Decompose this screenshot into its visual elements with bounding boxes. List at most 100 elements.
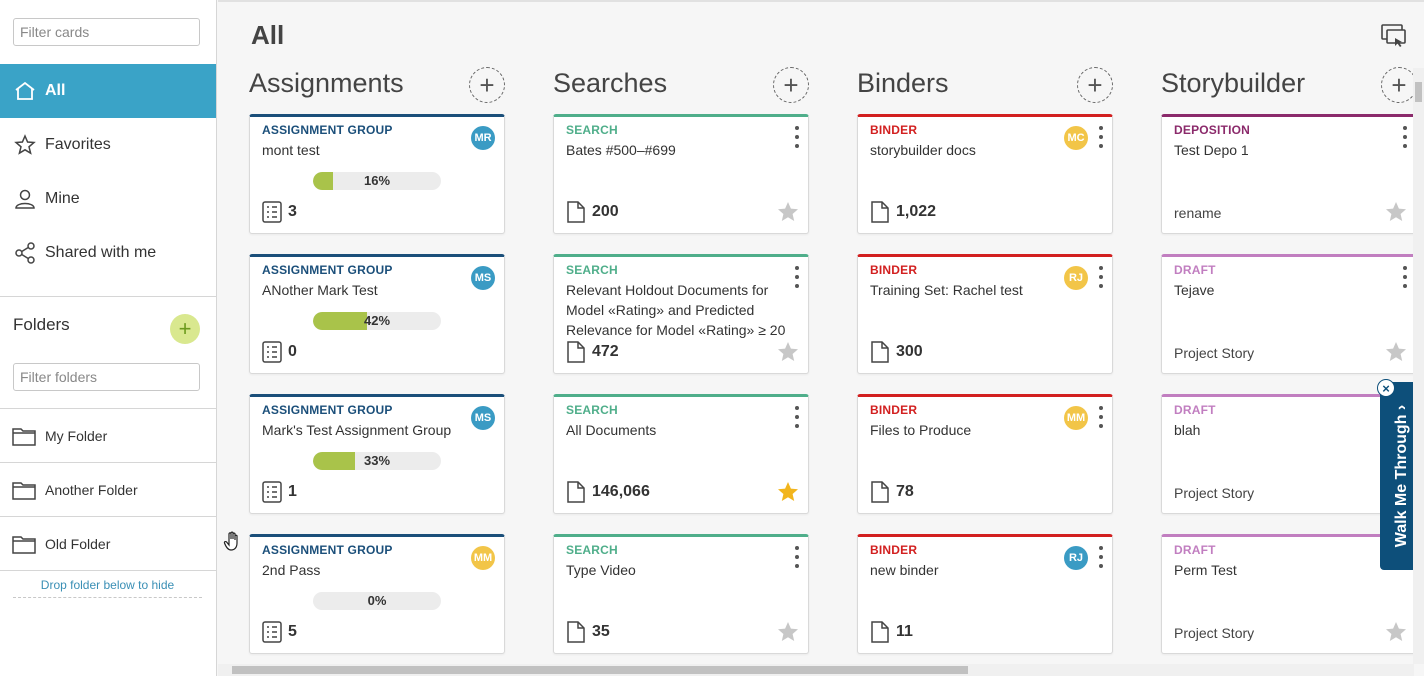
card-menu-button[interactable]: [1095, 404, 1107, 430]
card-name: All Documents: [566, 422, 657, 438]
favorite-star-icon[interactable]: [776, 340, 800, 364]
card-menu-button[interactable]: [1095, 544, 1107, 570]
count-row: 146,066: [566, 481, 650, 503]
document-icon: [567, 341, 585, 363]
folder-icon: [12, 536, 36, 554]
add-assignment-button[interactable]: +: [469, 67, 505, 103]
assignment-card[interactable]: ASSIGNMENT GROUP mont test MR 16% 3: [249, 114, 505, 234]
card-count: 300: [896, 343, 923, 360]
binder-card[interactable]: BINDER Files to Produce MM 78: [857, 394, 1113, 514]
card-menu-button[interactable]: [791, 124, 803, 150]
checklist-icon: [262, 201, 282, 223]
count-row: 35: [566, 621, 610, 643]
progress-fill: [313, 312, 367, 330]
add-folder-button[interactable]: +: [170, 314, 200, 344]
card-menu-button[interactable]: [1095, 124, 1107, 150]
binder-card[interactable]: BINDER storybuilder docs MC 1,022: [857, 114, 1113, 234]
progress-text: 42%: [363, 313, 391, 328]
filter-cards-input[interactable]: [13, 18, 200, 46]
nav-item-shared[interactable]: Shared with me: [0, 226, 216, 280]
card-type: ASSIGNMENT GROUP: [262, 123, 393, 137]
favorite-star-icon[interactable]: [776, 620, 800, 644]
favorite-star-icon[interactable]: [1384, 200, 1408, 224]
card-name: Test Depo 1: [1174, 142, 1249, 158]
folder-label: Old Folder: [45, 536, 111, 552]
favorite-star-icon[interactable]: [776, 200, 800, 224]
count-row: 11: [870, 621, 913, 643]
card-menu-button[interactable]: [1095, 264, 1107, 290]
card-count: 0: [288, 343, 297, 360]
card-name: ANother Mark Test: [262, 282, 378, 298]
walk-me-close-button[interactable]: ×: [1377, 379, 1395, 397]
search-card[interactable]: SEARCH Bates #500–#699 200: [553, 114, 809, 234]
card-type: ASSIGNMENT GROUP: [262, 263, 393, 277]
add-story-button[interactable]: +: [1381, 67, 1417, 103]
story-card[interactable]: DRAFT Tejave Project Story: [1161, 254, 1417, 374]
card-type: BINDER: [870, 123, 918, 137]
folder-item[interactable]: Old Folder: [0, 517, 216, 571]
card-type: ASSIGNMENT GROUP: [262, 543, 393, 557]
card-count: 3: [288, 203, 297, 220]
folder-item[interactable]: Another Folder: [0, 463, 216, 517]
card-menu-button[interactable]: [1399, 264, 1411, 290]
add-search-button[interactable]: +: [773, 67, 809, 103]
assignment-card[interactable]: ASSIGNMENT GROUP Mark's Test Assignment …: [249, 394, 505, 514]
story-card[interactable]: DEPOSITION Test Depo 1 rename: [1161, 114, 1417, 234]
favorite-star-icon[interactable]: [776, 480, 800, 504]
checklist-icon: [262, 481, 282, 503]
card-menu-button[interactable]: [791, 404, 803, 430]
card-type: BINDER: [870, 263, 918, 277]
binder-card[interactable]: BINDER Training Set: Rachel test RJ 300: [857, 254, 1113, 374]
count-row: 78: [870, 481, 914, 503]
vertical-scrollbar[interactable]: [1413, 68, 1424, 664]
filter-folders-input[interactable]: [13, 363, 200, 391]
card-menu-button[interactable]: [791, 544, 803, 570]
column-title-storybuilder: Storybuilder: [1161, 68, 1306, 98]
nav-item-all[interactable]: All: [0, 64, 216, 118]
card-name: Relevant Holdout Documents for Model «Ra…: [566, 282, 786, 338]
card-subtitle: Project Story: [1174, 485, 1255, 501]
nav-label: Shared with me: [45, 244, 157, 261]
binder-card[interactable]: BINDER new binder RJ 11: [857, 534, 1113, 654]
count-row: 300: [870, 341, 923, 363]
search-card[interactable]: SEARCH All Documents 146,066: [553, 394, 809, 514]
card-count: 5: [288, 623, 297, 640]
card-menu-button[interactable]: [791, 264, 803, 290]
card-subtitle: rename: [1174, 205, 1222, 221]
nav-label: All: [45, 82, 66, 99]
checklist-icon: [262, 341, 282, 363]
story-card[interactable]: DRAFT blah Project Story: [1161, 394, 1417, 514]
assignment-card[interactable]: ASSIGNMENT GROUP 2nd Pass MM 0% 5: [249, 534, 505, 654]
present-icon[interactable]: [1380, 22, 1408, 48]
document-icon: [871, 201, 889, 223]
card-type: ASSIGNMENT GROUP: [262, 403, 393, 417]
horizontal-scroll-thumb[interactable]: [232, 666, 968, 674]
divider: [0, 570, 216, 571]
add-binder-button[interactable]: +: [1077, 67, 1113, 103]
card-count: 11: [896, 623, 913, 640]
assignment-card[interactable]: ASSIGNMENT GROUP ANother Mark Test MS 42…: [249, 254, 505, 374]
card-menu-button[interactable]: [1399, 124, 1411, 150]
card-name: Bates #500–#699: [566, 142, 676, 158]
nav-item-favorites[interactable]: Favorites: [0, 118, 216, 172]
story-card[interactable]: DRAFT Perm Test Project Story: [1161, 534, 1417, 654]
horizontal-scrollbar[interactable]: [218, 664, 1414, 676]
folder-item[interactable]: My Folder: [0, 409, 216, 463]
card-count: 1: [288, 483, 297, 500]
main-content: All Assignments + Searches + Binders + S…: [218, 0, 1424, 676]
card-subtitle: Project Story: [1174, 345, 1255, 361]
drop-folder-hint[interactable]: Drop folder below to hide: [13, 578, 202, 598]
favorite-star-icon[interactable]: [1384, 620, 1408, 644]
avatar: RJ: [1064, 266, 1088, 290]
avatar: MM: [471, 546, 495, 570]
nav-item-mine[interactable]: Mine: [0, 172, 216, 226]
vertical-scroll-thumb[interactable]: [1415, 82, 1422, 102]
column-title-assignments: Assignments: [249, 68, 404, 98]
favorite-star-icon[interactable]: [1384, 340, 1408, 364]
search-card[interactable]: SEARCH Type Video 35: [553, 534, 809, 654]
document-icon: [567, 201, 585, 223]
search-card[interactable]: SEARCH Relevant Holdout Documents for Mo…: [553, 254, 809, 374]
sidebar: All Favorites Mine Shared with me Folder…: [0, 0, 217, 676]
card-type: DRAFT: [1174, 543, 1216, 557]
share-icon: [12, 240, 38, 266]
